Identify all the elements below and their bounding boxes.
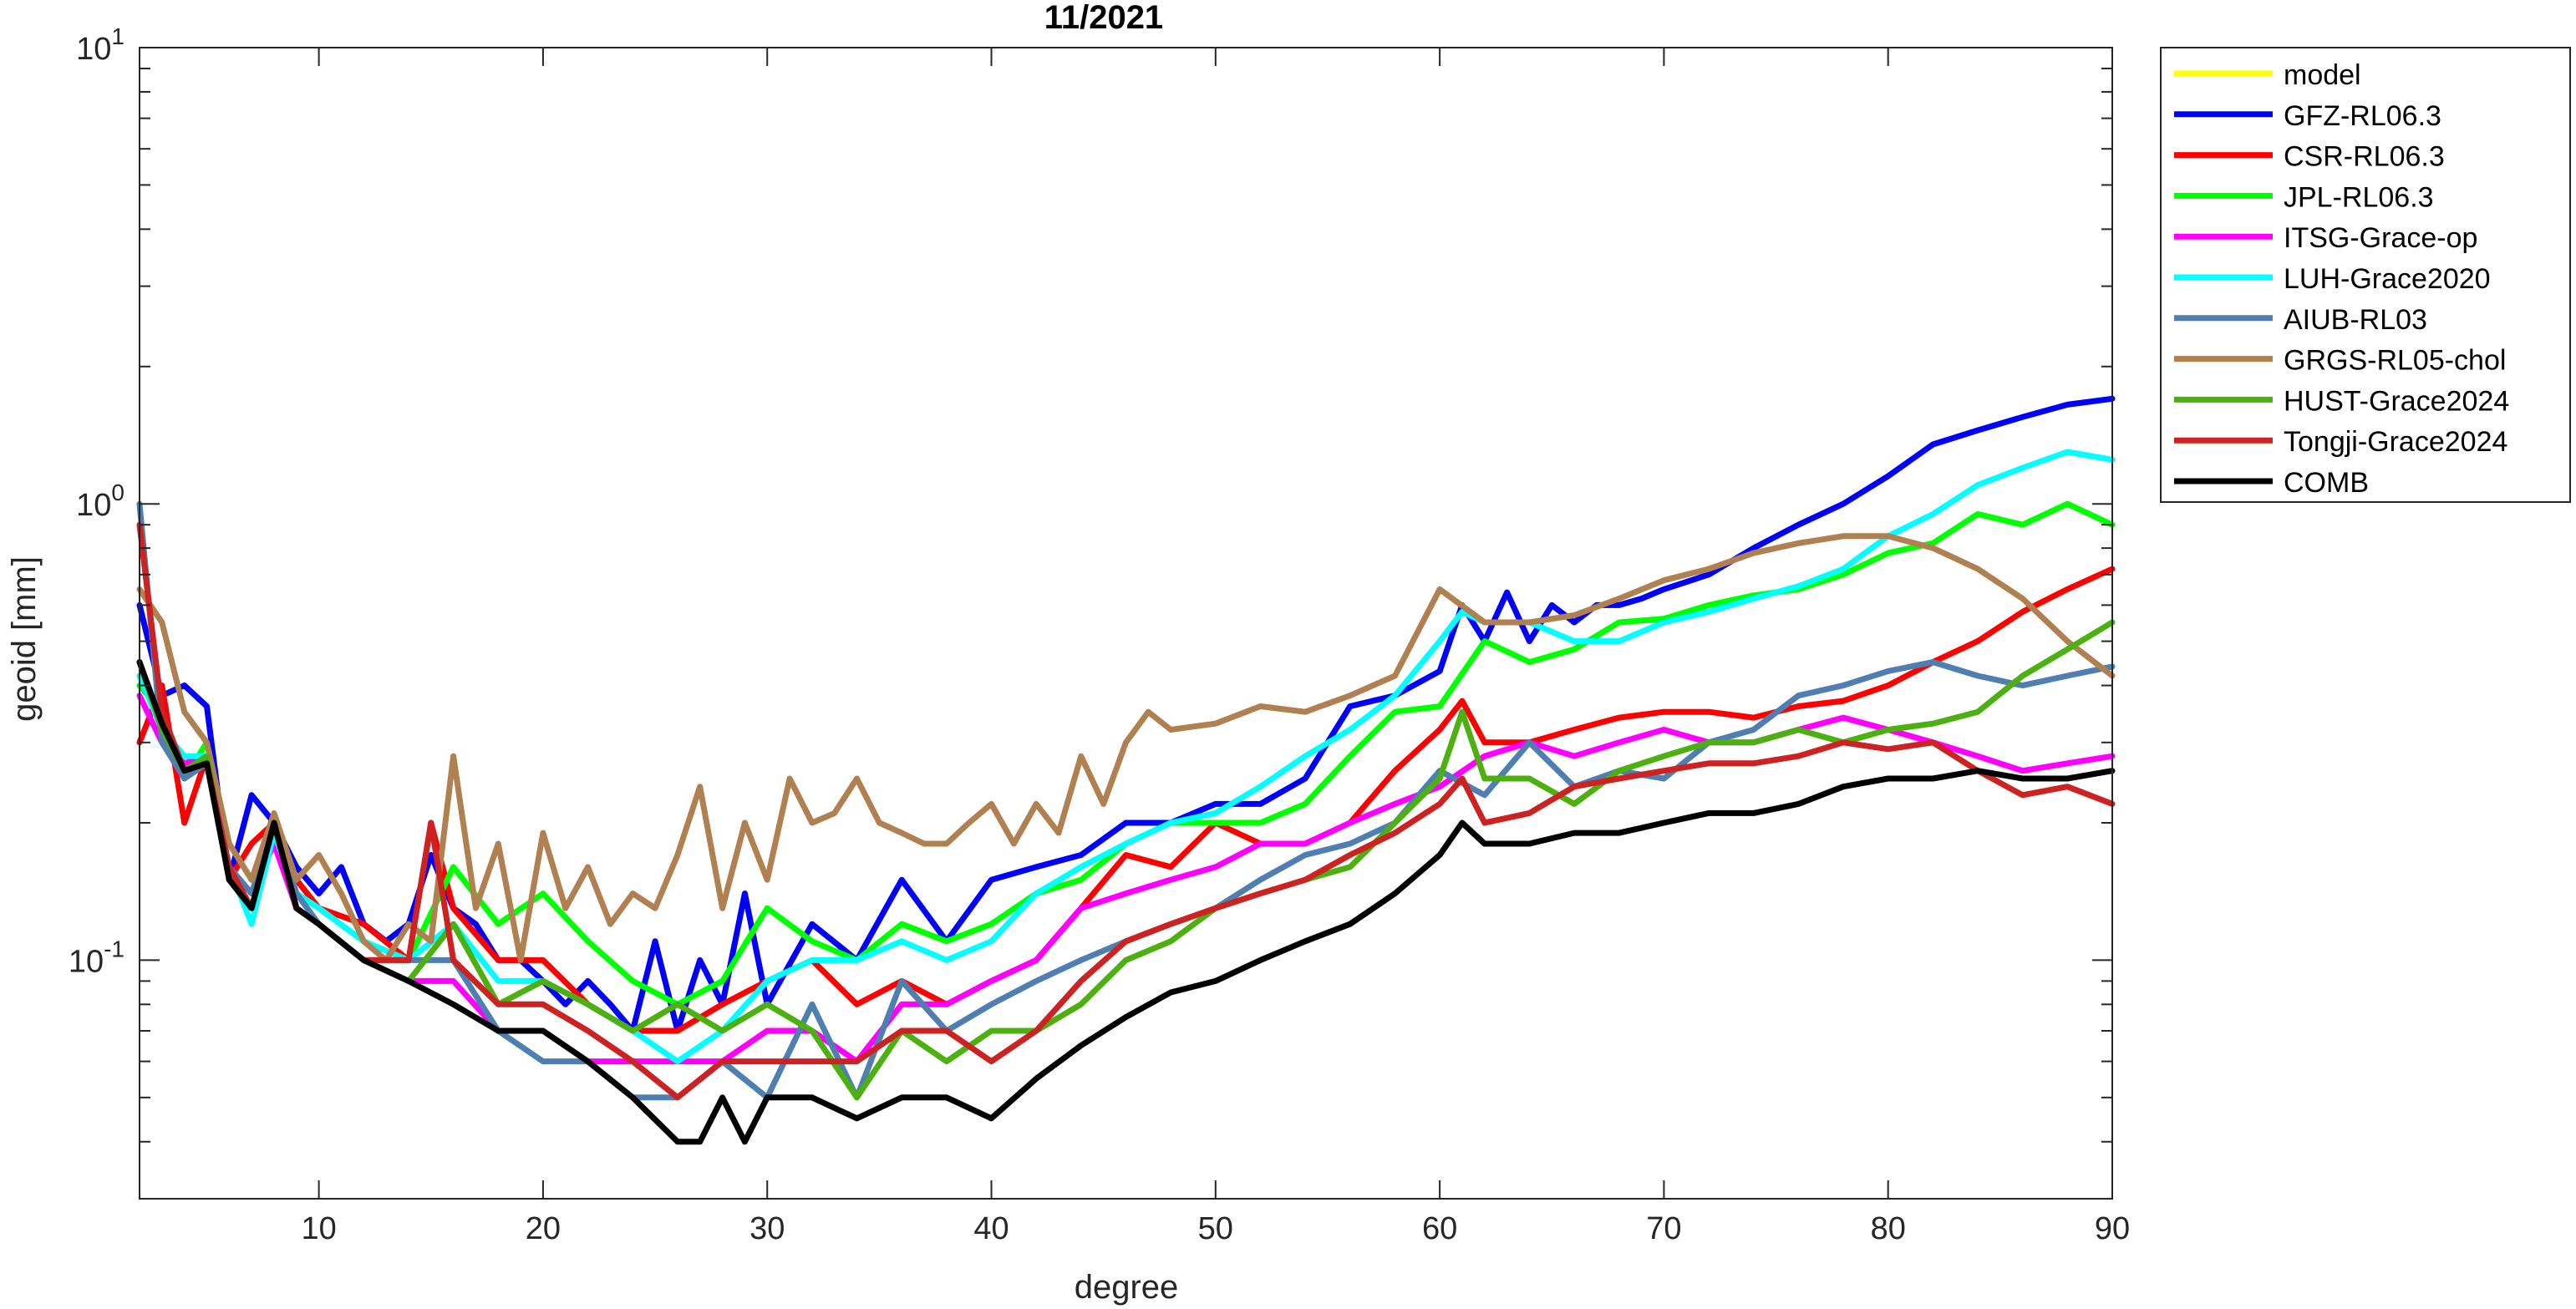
y-tick-label: 101 <box>76 23 124 67</box>
legend-label-jpl-rl06-3: JPL-RL06.3 <box>2284 181 2434 213</box>
legend-label-aiub-rl03: AIUB-RL03 <box>2284 304 2427 336</box>
chart-title: 11/2021 <box>1044 0 1163 36</box>
x-tick-label: 80 <box>1871 1211 1906 1246</box>
legend-label-tongji-grace2024: Tongji-Grace2024 <box>2284 426 2507 458</box>
series-line-comb <box>136 659 2116 1145</box>
legend-label-comb: COMB <box>2284 467 2369 499</box>
legend-label-grgs-rl05-chol: GRGS-RL05-chol <box>2284 345 2506 377</box>
x-tick-label: 50 <box>1198 1211 1233 1246</box>
legend-label-itsg-grace-op: ITSG-Grace-op <box>2284 222 2477 254</box>
x-tick-label: 20 <box>526 1211 561 1246</box>
legend-label-gfz-rl06-3: GFZ-RL06.3 <box>2284 100 2441 132</box>
legend-label-csr-rl06-3: CSR-RL06.3 <box>2284 141 2445 173</box>
series-line-luh-grace2020 <box>136 449 2116 1065</box>
x-tick-label: 60 <box>1422 1211 1457 1246</box>
axis-ticks: 10 20 30 40 50 60 70 80 90 10-1 100 101 <box>69 23 2130 1246</box>
y-tick-label: 100 <box>76 479 124 523</box>
legend-items: model GFZ-RL06.3 CSR-RL06.3 JPL-RL06.3 ITSG-… <box>2174 59 2509 499</box>
legend-label-hust-grace2024: HUST-Grace2024 <box>2284 385 2509 417</box>
x-tick-label: 90 <box>2095 1211 2130 1246</box>
x-tick-label: 40 <box>973 1211 1009 1246</box>
legend-label-model: model <box>2284 59 2361 91</box>
plot-frame <box>139 47 2113 1200</box>
x-tick-label: 30 <box>749 1211 785 1246</box>
x-tick-label: 70 <box>1646 1211 1681 1246</box>
y-axis-label: geoid [mm] <box>6 556 43 722</box>
legend: model GFZ-RL06.3 CSR-RL06.3 JPL-RL06.3 ITSG-… <box>2160 47 2571 503</box>
x-tick-label: 10 <box>301 1211 336 1246</box>
x-axis-label: degree <box>1075 1269 1179 1306</box>
series-line-grgs-rl05-chol <box>136 533 2116 963</box>
legend-label-luh-grace2020: LUH-Grace2020 <box>2284 263 2491 295</box>
series-layer <box>136 395 2116 1145</box>
y-tick-label: 10-1 <box>69 936 124 979</box>
